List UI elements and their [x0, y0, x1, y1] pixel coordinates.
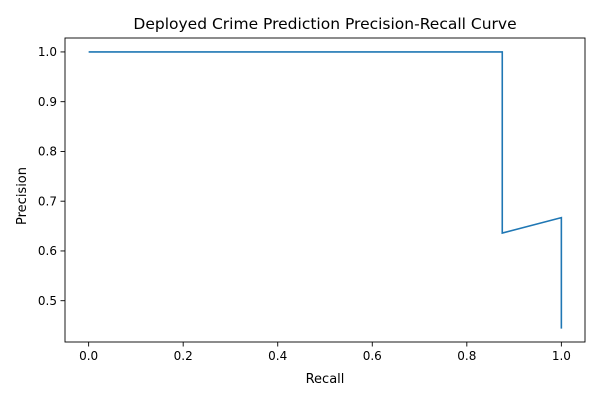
series-layer	[88, 51, 563, 329]
x-tick-label: 0.0	[79, 349, 98, 363]
y-tick-label: 0.5	[38, 294, 57, 308]
pr-curve-line	[88, 51, 563, 329]
x-axis: 0.0 0.2 0.4 0.6 0.8 1.0	[79, 342, 571, 363]
x-tick-label: 0.8	[457, 349, 476, 363]
x-tick-label: 0.6	[363, 349, 382, 363]
x-tick-label: 1.0	[552, 349, 571, 363]
y-axis-label: Precision	[15, 167, 30, 225]
y-tick-label: 0.8	[38, 145, 57, 159]
chart-title: Deployed Crime Prediction Precision-Reca…	[133, 15, 516, 33]
y-tick-label: 0.9	[38, 95, 57, 109]
y-tick-label: 1.0	[38, 45, 57, 59]
y-tick-label: 0.7	[38, 194, 57, 208]
y-axis: 0.5 0.6 0.7 0.8 0.9 1.0	[38, 45, 65, 308]
plot-area	[64, 37, 586, 343]
x-tick-label: 0.2	[174, 349, 193, 363]
plot-frame	[64, 37, 586, 343]
y-tick-label: 0.6	[38, 244, 57, 258]
x-tick-label: 0.4	[268, 349, 287, 363]
x-axis-label: Recall	[306, 372, 345, 387]
